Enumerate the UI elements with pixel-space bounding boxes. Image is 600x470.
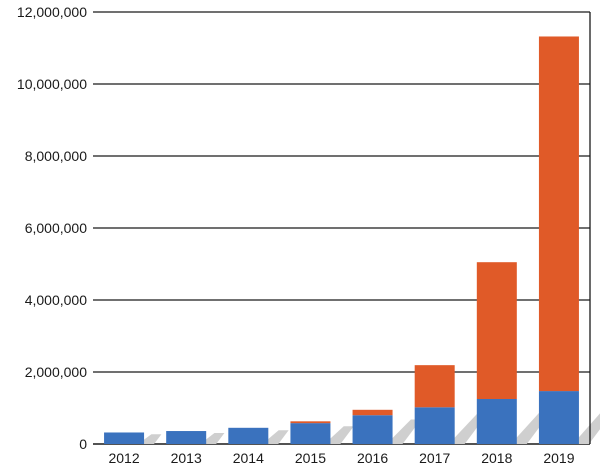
x-tick-label: 2012: [108, 450, 139, 466]
x-axis-tick-labels: 2012 2013 2014 2015 2016 2017 2018 2019: [108, 450, 574, 466]
y-tick-label: 4,000,000: [25, 292, 87, 308]
bar-2018-series-1: [476, 399, 517, 444]
bar-2019-series-1: [538, 391, 579, 444]
x-tick-label: 2013: [171, 450, 202, 466]
bar-2017-series-2: [414, 365, 455, 408]
bar-shadow-2016: [386, 419, 421, 444]
bar-2017-series-1: [414, 407, 455, 444]
x-tick-label: 2017: [419, 450, 450, 466]
bar-2015-series-2: [290, 421, 331, 424]
bar-2018-series-2: [476, 262, 517, 399]
bar-shadow-2019: [572, 413, 600, 444]
bar-2014-series-1: [228, 427, 269, 444]
y-tick-label: 6,000,000: [25, 220, 87, 236]
bar-shadow-2015: [324, 426, 354, 444]
x-tick-label: 2019: [543, 450, 574, 466]
bar-2016-series-1: [352, 415, 393, 444]
bars: [104, 36, 579, 444]
x-tick-label: 2018: [481, 450, 512, 466]
x-tick-label: 2016: [357, 450, 388, 466]
bar-2016-series-2: [352, 409, 393, 416]
bar-2013-series-1: [166, 431, 207, 444]
y-tick-label: 12,000,000: [17, 4, 87, 20]
bar-2012-series-1: [104, 432, 145, 444]
y-tick-label: 8,000,000: [25, 148, 87, 164]
x-tick-label: 2015: [295, 450, 326, 466]
y-tick-label: 10,000,000: [17, 76, 87, 92]
y-axis-tick-labels: 0 2,000,000 4,000,000 6,000,000 8,000,000 10,…: [17, 4, 87, 452]
bar-2015-series-1: [290, 423, 331, 444]
y-tick-label: 0: [79, 436, 87, 452]
bar-shadow-2014: [262, 430, 289, 444]
x-tick-label: 2014: [233, 450, 264, 466]
bar-2019-series-2: [538, 36, 579, 392]
bar-shadow-2013: [200, 432, 225, 444]
y-tick-label: 2,000,000: [25, 364, 87, 380]
